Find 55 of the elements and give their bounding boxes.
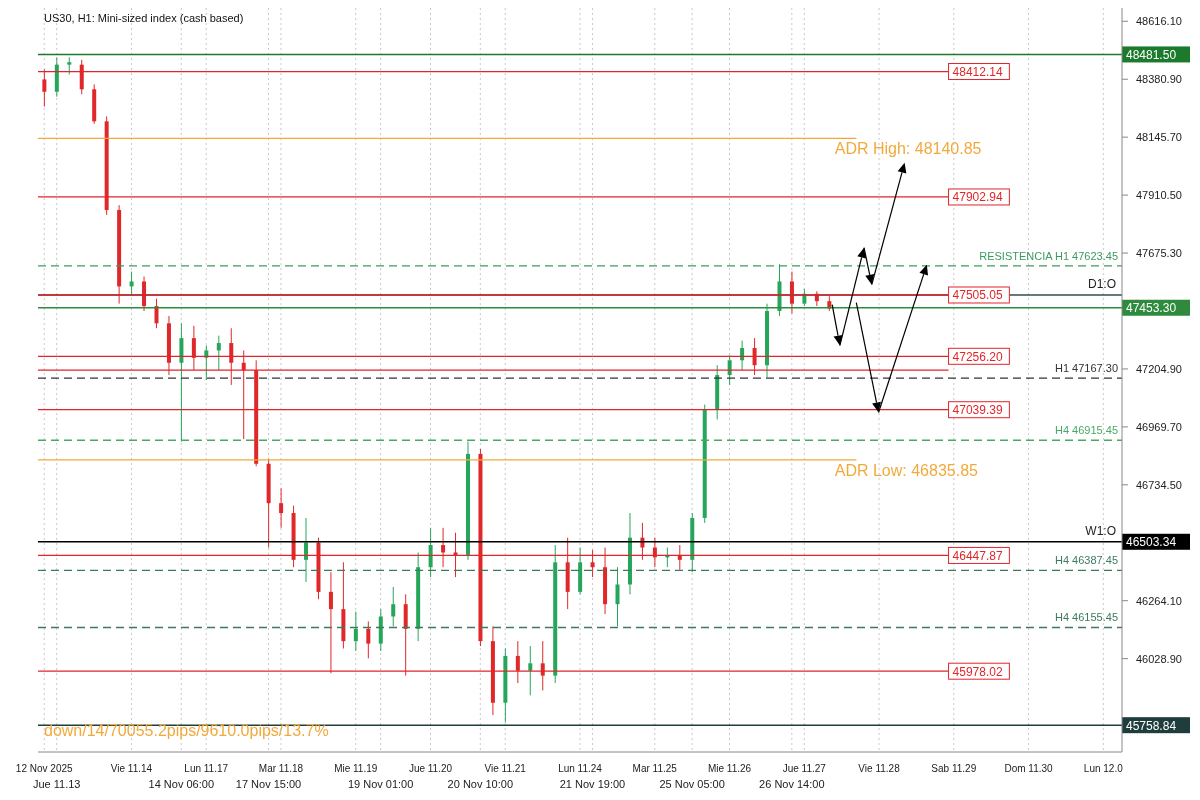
ref-line-label: H4 46915.45 — [1055, 424, 1118, 437]
annotation: D1:O — [1087, 277, 1116, 292]
ref-line-label: RESISTENCIA H1 47623.45 — [979, 249, 1118, 262]
ref-line-label: 47453.30 — [1126, 301, 1177, 316]
x-tick-label: 21 Nov 19:00 — [559, 778, 626, 790]
y-tick-label: 46264.10 — [1136, 594, 1182, 607]
x-tick-label: 17 Nov 15:00 — [235, 778, 302, 790]
x-tick-label: Jue 11.20 — [408, 763, 453, 774]
y-tick-label: 47910.50 — [1136, 189, 1182, 202]
chart-title: US30, H1: Mini-sized index (cash based) — [44, 12, 244, 24]
x-tick-label: Vie 11.28 — [858, 763, 901, 774]
x-tick-label: Mar 11.18 — [258, 763, 304, 774]
y-tick-label: 48145.70 — [1136, 131, 1182, 144]
ref-line-label: H1 47167.30 — [1055, 362, 1118, 375]
ref-line-label: 47505.05 — [952, 288, 1003, 303]
x-tick-label: Mie 11.19 — [334, 763, 378, 774]
ref-line-label: 46447.87 — [952, 548, 1003, 563]
x-tick-label: Lun 11.17 — [184, 763, 229, 774]
x-tick-label: Mie 11.26 — [707, 763, 752, 774]
x-tick-label: Dom 11.30 — [1004, 763, 1054, 774]
x-tick-label: Jue 11.13 — [32, 778, 81, 790]
y-tick-label: 48616.10 — [1136, 15, 1182, 28]
ref-line-label: H4 46155.45 — [1055, 611, 1118, 624]
ref-line-label: ADR Low: 46835.85 — [834, 461, 979, 479]
x-tick-label: Lun 11.24 — [558, 763, 603, 774]
y-tick-label: 48380.90 — [1136, 73, 1182, 86]
ref-line-label: 48412.14 — [952, 65, 1003, 80]
y-tick-label: 47204.90 — [1136, 362, 1182, 375]
annotation: W1:O — [1085, 523, 1116, 538]
ref-line-label: 45978.02 — [952, 664, 1003, 679]
x-tick-label: Sab 11.29 — [931, 763, 977, 774]
x-tick-label: Mar 11.25 — [632, 763, 678, 774]
x-tick-label: 19 Nov 01:00 — [347, 778, 414, 790]
annotation: down/14/70055.2pips/9610.0pips/13.7% — [44, 722, 329, 740]
ref-line-label: 47039.39 — [952, 403, 1003, 418]
ref-line-label: 45758.84 — [1126, 718, 1177, 733]
ref-line-label: ADR High: 48140.85 — [834, 140, 982, 158]
y-tick-label: 46969.70 — [1136, 420, 1182, 433]
x-tick-label: 25 Nov 05:00 — [659, 778, 725, 790]
x-tick-label: Vie 11.14 — [110, 763, 153, 774]
ref-line-label: 46503.34 — [1126, 535, 1177, 550]
x-tick-label: 26 Nov 14:00 — [759, 778, 825, 790]
y-tick-label: 47675.30 — [1136, 247, 1182, 260]
y-tick-label: 46734.50 — [1136, 478, 1182, 491]
ref-line-label: 48481.50 — [1126, 47, 1177, 62]
x-tick-label: Jue 11.27 — [782, 763, 827, 774]
y-tick-label: 46028.90 — [1136, 652, 1182, 665]
x-tick-label: 20 Nov 10:00 — [447, 778, 514, 790]
ref-line-label: 47902.94 — [952, 190, 1003, 205]
x-tick-label: Vie 11.21 — [484, 763, 527, 774]
x-tick-label: 14 Nov 06:00 — [148, 778, 215, 790]
x-tick-label: Lun 12.0 — [1083, 763, 1124, 774]
x-tick-label: 12 Nov 2025 — [15, 763, 74, 774]
ref-line-label: H4 46387.45 — [1055, 554, 1118, 567]
ref-line-label: 47256.20 — [952, 349, 1003, 364]
